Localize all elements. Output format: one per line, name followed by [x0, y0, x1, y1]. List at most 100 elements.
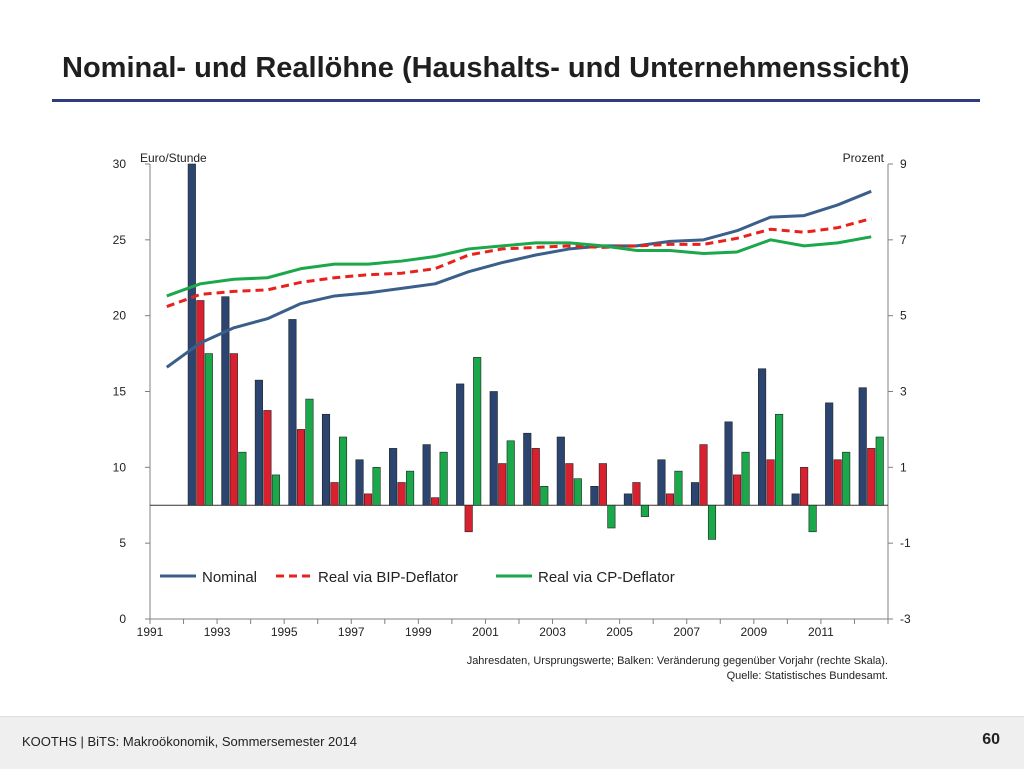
left-tick-label: 5	[119, 536, 126, 550]
bar-real-via-bip-deflator	[632, 482, 641, 506]
bar-real-via-bip-deflator	[296, 429, 306, 506]
bar-real-via-cp-deflator	[271, 474, 280, 506]
bar-real-via-bip-deflator	[229, 353, 238, 506]
bar-nominal	[690, 482, 700, 506]
right-tick-label: 3	[900, 385, 907, 399]
bar-real-via-cp-deflator	[406, 470, 415, 506]
bar-real-via-cp-deflator	[540, 485, 549, 506]
bar-real-via-bip-deflator	[397, 482, 406, 506]
bar-nominal	[389, 448, 398, 506]
bar-real-via-bip-deflator	[699, 444, 708, 506]
bar-real-via-bip-deflator	[565, 463, 574, 506]
bar-real-via-bip-deflator	[196, 300, 205, 506]
x-tick-label: 1993	[204, 625, 231, 639]
bar-nominal	[623, 493, 632, 506]
bar-nominal	[523, 432, 532, 506]
bar-real-via-cp-deflator	[204, 353, 213, 506]
bar-real-via-bip-deflator	[867, 448, 876, 506]
bar-real-via-cp-deflator	[707, 504, 717, 540]
bar-real-via-cp-deflator	[741, 451, 750, 506]
right-tick-label: 1	[900, 460, 907, 474]
bar-nominal	[791, 493, 800, 506]
left-tick-label: 0	[119, 612, 126, 626]
line-nominal	[165, 189, 872, 369]
footer-text: KOOTHS | BiTS: Makroökonomik, Sommerseme…	[22, 734, 357, 749]
bar-real-via-bip-deflator	[464, 504, 473, 533]
left-tick-label: 25	[113, 233, 127, 247]
bar-real-via-bip-deflator	[363, 493, 373, 506]
bar-real-via-cp-deflator	[238, 451, 247, 506]
bar-nominal	[489, 391, 498, 506]
title-rule	[52, 99, 980, 102]
line-real-via-bip-deflator	[166, 217, 872, 308]
right-tick-label: 7	[900, 233, 907, 247]
bar-real-via-bip-deflator	[665, 493, 675, 506]
bar-real-via-cp-deflator	[640, 504, 649, 517]
x-tick-label: 2003	[539, 625, 566, 639]
bar-nominal	[657, 459, 666, 506]
right-tick-label: -3	[900, 612, 911, 626]
x-tick-label: 1999	[405, 625, 432, 639]
x-tick-label: 2011	[808, 625, 834, 639]
bar-real-via-bip-deflator	[800, 467, 809, 506]
bar-real-via-cp-deflator	[338, 436, 348, 506]
left-tick-label: 10	[113, 460, 127, 474]
bar-nominal	[556, 436, 565, 506]
x-tick-label: 2009	[740, 625, 767, 639]
bar-real-via-cp-deflator	[573, 478, 582, 506]
legend-label: Real via CP-Deflator	[538, 569, 675, 586]
bar-nominal	[456, 383, 465, 506]
bar-nominal	[724, 421, 733, 506]
left-axis-unit-label: Euro/Stunde	[140, 151, 207, 165]
bar-nominal	[422, 444, 431, 506]
left-tick-label: 30	[113, 157, 127, 171]
x-tick-label: 2005	[606, 625, 633, 639]
bar-real-via-cp-deflator	[842, 451, 851, 506]
x-tick-label: 1995	[271, 625, 298, 639]
bar-real-via-cp-deflator	[473, 357, 482, 506]
bar-real-via-cp-deflator	[808, 504, 817, 533]
bar-real-via-bip-deflator	[263, 410, 272, 506]
bar-real-via-bip-deflator	[498, 463, 507, 506]
bar-real-via-cp-deflator	[506, 440, 515, 506]
bar-real-via-bip-deflator	[431, 497, 440, 506]
slide-title: Nominal- und Reallöhne (Haushalts- und U…	[62, 52, 910, 84]
bar-nominal	[187, 163, 196, 506]
bar-real-via-bip-deflator	[330, 482, 339, 506]
bar-real-via-cp-deflator	[674, 470, 683, 506]
bar-real-via-cp-deflator	[439, 451, 448, 506]
bar-real-via-bip-deflator	[732, 474, 742, 506]
bar-real-via-bip-deflator	[766, 459, 775, 506]
page-number: 60	[982, 731, 1000, 748]
bar-nominal	[221, 296, 230, 506]
bar-real-via-bip-deflator	[833, 459, 842, 506]
right-tick-label: -1	[900, 536, 911, 550]
bar-nominal	[825, 402, 834, 506]
bar-real-via-cp-deflator	[372, 467, 381, 506]
x-tick-label: 2007	[673, 625, 700, 639]
right-tick-label: 9	[900, 157, 907, 171]
x-tick-label: 1997	[338, 625, 365, 639]
line-real-via-cp-deflator	[166, 235, 872, 298]
chart-note-2: Quelle: Statistisches Bundesamt.	[727, 670, 888, 682]
footer-bar	[0, 716, 1024, 769]
left-tick-label: 20	[113, 309, 127, 323]
legend-label: Nominal	[202, 569, 257, 586]
bar-real-via-cp-deflator	[875, 436, 884, 506]
bar-real-via-cp-deflator	[607, 504, 616, 529]
chart-note-1: Jahresdaten, Ursprungswerte; Balken: Ver…	[467, 655, 888, 667]
bar-nominal	[288, 319, 297, 506]
bar-nominal	[355, 459, 364, 506]
legend-label: Real via BIP-Deflator	[318, 569, 458, 586]
bar-nominal	[590, 485, 599, 506]
bar-nominal	[858, 387, 867, 506]
right-axis-unit-label: Prozent	[843, 151, 885, 165]
left-tick-label: 15	[113, 385, 127, 399]
bar-nominal	[321, 413, 331, 506]
bar-real-via-bip-deflator	[531, 448, 540, 506]
x-tick-label: 2001	[472, 625, 499, 639]
bar-real-via-cp-deflator	[305, 398, 314, 506]
x-tick-label: 1991	[137, 625, 164, 639]
bar-real-via-cp-deflator	[775, 413, 784, 506]
